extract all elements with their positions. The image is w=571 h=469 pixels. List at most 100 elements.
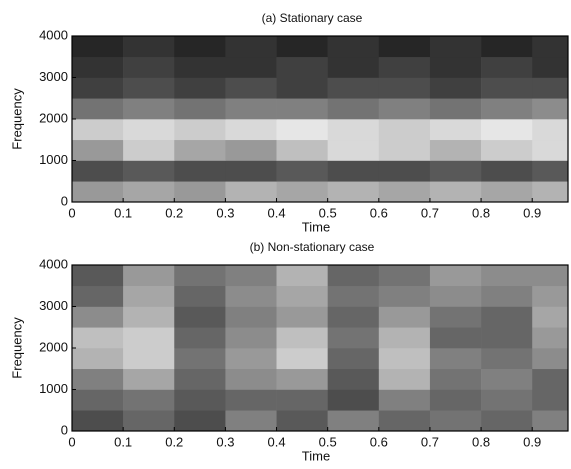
heatmap-cell xyxy=(225,98,277,120)
heatmap-cell xyxy=(174,265,226,287)
heatmap-cell xyxy=(72,181,124,203)
heatmap-cell xyxy=(378,181,431,203)
heatmap-cell xyxy=(327,265,380,287)
heatmap-cell xyxy=(276,77,328,99)
heatmap-cell xyxy=(429,306,482,328)
x-tick-label: 0.3 xyxy=(216,205,234,220)
x-tick-label: 0.4 xyxy=(267,434,285,449)
heatmap-cell xyxy=(276,306,328,328)
heatmap-cell xyxy=(429,368,482,390)
heatmap-cell xyxy=(327,306,380,328)
y-axis-label: Frequency xyxy=(9,88,24,150)
heatmap-cell xyxy=(174,348,226,370)
heatmap-cell xyxy=(276,139,328,161)
heatmap-cell xyxy=(378,77,431,99)
heatmap-cell xyxy=(123,56,175,78)
heatmap-cell xyxy=(225,389,277,411)
heatmap-cell xyxy=(327,139,380,161)
x-tick-label: 0.9 xyxy=(523,205,541,220)
x-tick-label: 0 xyxy=(68,205,75,220)
heatmap-cell xyxy=(225,265,277,287)
x-tick-label: 0.8 xyxy=(472,205,490,220)
heatmap-cell xyxy=(429,139,482,161)
heatmap-cell xyxy=(481,265,533,287)
x-tick-label: 0.2 xyxy=(165,434,183,449)
heatmap-cell xyxy=(276,36,328,58)
heatmap-cell xyxy=(481,368,533,390)
y-tick-label: 0 xyxy=(61,193,68,208)
heatmap-cell xyxy=(532,265,569,287)
heatmap-cell xyxy=(378,265,431,287)
heatmap-cell xyxy=(378,327,431,349)
heatmap-cell xyxy=(225,306,277,328)
heatmap-cell xyxy=(481,389,533,411)
heatmap-cell xyxy=(276,410,328,432)
y-tick-label: 2000 xyxy=(39,110,68,125)
heatmap-cell xyxy=(72,410,124,432)
y-tick-label: 1000 xyxy=(39,152,68,167)
heatmap-cell xyxy=(429,265,482,287)
heatmap-cell xyxy=(532,389,569,411)
heatmap-cell xyxy=(429,36,482,58)
heatmap-cell xyxy=(481,160,533,182)
heatmap-cell xyxy=(429,348,482,370)
heatmap-cell xyxy=(327,327,380,349)
x-tick-label: 0.3 xyxy=(216,434,234,449)
heatmap-cell xyxy=(327,98,380,120)
heatmap-cell xyxy=(276,160,328,182)
x-tick-label: 0.5 xyxy=(319,205,337,220)
heatmap-cell xyxy=(174,389,226,411)
x-tick-label: 0.2 xyxy=(165,205,183,220)
heatmap-cell xyxy=(378,56,431,78)
heatmap-cell xyxy=(276,348,328,370)
heatmap-cell xyxy=(123,119,175,141)
heatmap-cell xyxy=(532,119,569,141)
heatmap-cell xyxy=(72,77,124,99)
heatmap-cell xyxy=(72,306,124,328)
heatmap-cell xyxy=(327,77,380,99)
heatmap-cell xyxy=(481,77,533,99)
heatmap-cell xyxy=(174,98,226,120)
heatmap-cell xyxy=(276,98,328,120)
heatmap-cell xyxy=(123,389,175,411)
heatmap-cell xyxy=(429,119,482,141)
heatmap-cell xyxy=(123,327,175,349)
heatmap-cell xyxy=(276,265,328,287)
x-tick-label: 0.8 xyxy=(472,434,490,449)
heatmap-cell xyxy=(378,368,431,390)
x-axis-label: Time xyxy=(302,219,330,234)
heatmap-cell xyxy=(276,389,328,411)
heatmap-cell xyxy=(532,56,569,78)
heatmap-cell xyxy=(225,160,277,182)
heatmap-cell xyxy=(225,181,277,203)
y-tick-label: 3000 xyxy=(39,298,68,313)
heatmap-cell xyxy=(72,285,124,307)
heatmap-cell xyxy=(225,410,277,432)
heatmap-cell xyxy=(429,160,482,182)
heatmap-cell xyxy=(225,285,277,307)
heatmap-cell xyxy=(378,36,431,58)
heatmap-cell xyxy=(174,160,226,182)
heatmap-cell xyxy=(225,327,277,349)
x-tick-label: 0.4 xyxy=(267,205,285,220)
heatmap-cell xyxy=(276,368,328,390)
x-tick-label: 0.1 xyxy=(114,205,132,220)
heatmap-cell xyxy=(72,265,124,287)
heatmap-cell xyxy=(532,368,569,390)
y-tick-label: 2000 xyxy=(39,339,68,354)
y-tick-label: 3000 xyxy=(39,69,68,84)
heatmap-cell xyxy=(481,348,533,370)
heatmap-cell xyxy=(225,348,277,370)
chart-title: (b) Non-stationary case xyxy=(250,240,375,254)
heatmap-cell xyxy=(174,410,226,432)
heatmap-cell xyxy=(72,98,124,120)
heatmap-cell xyxy=(327,160,380,182)
heatmap-cell xyxy=(378,160,431,182)
y-tick-label: 1000 xyxy=(39,381,68,396)
heatmap-cell xyxy=(532,98,569,120)
heatmap-cell xyxy=(72,327,124,349)
heatmap-cell xyxy=(225,368,277,390)
heatmap-cell xyxy=(174,306,226,328)
heatmap-cell xyxy=(378,348,431,370)
